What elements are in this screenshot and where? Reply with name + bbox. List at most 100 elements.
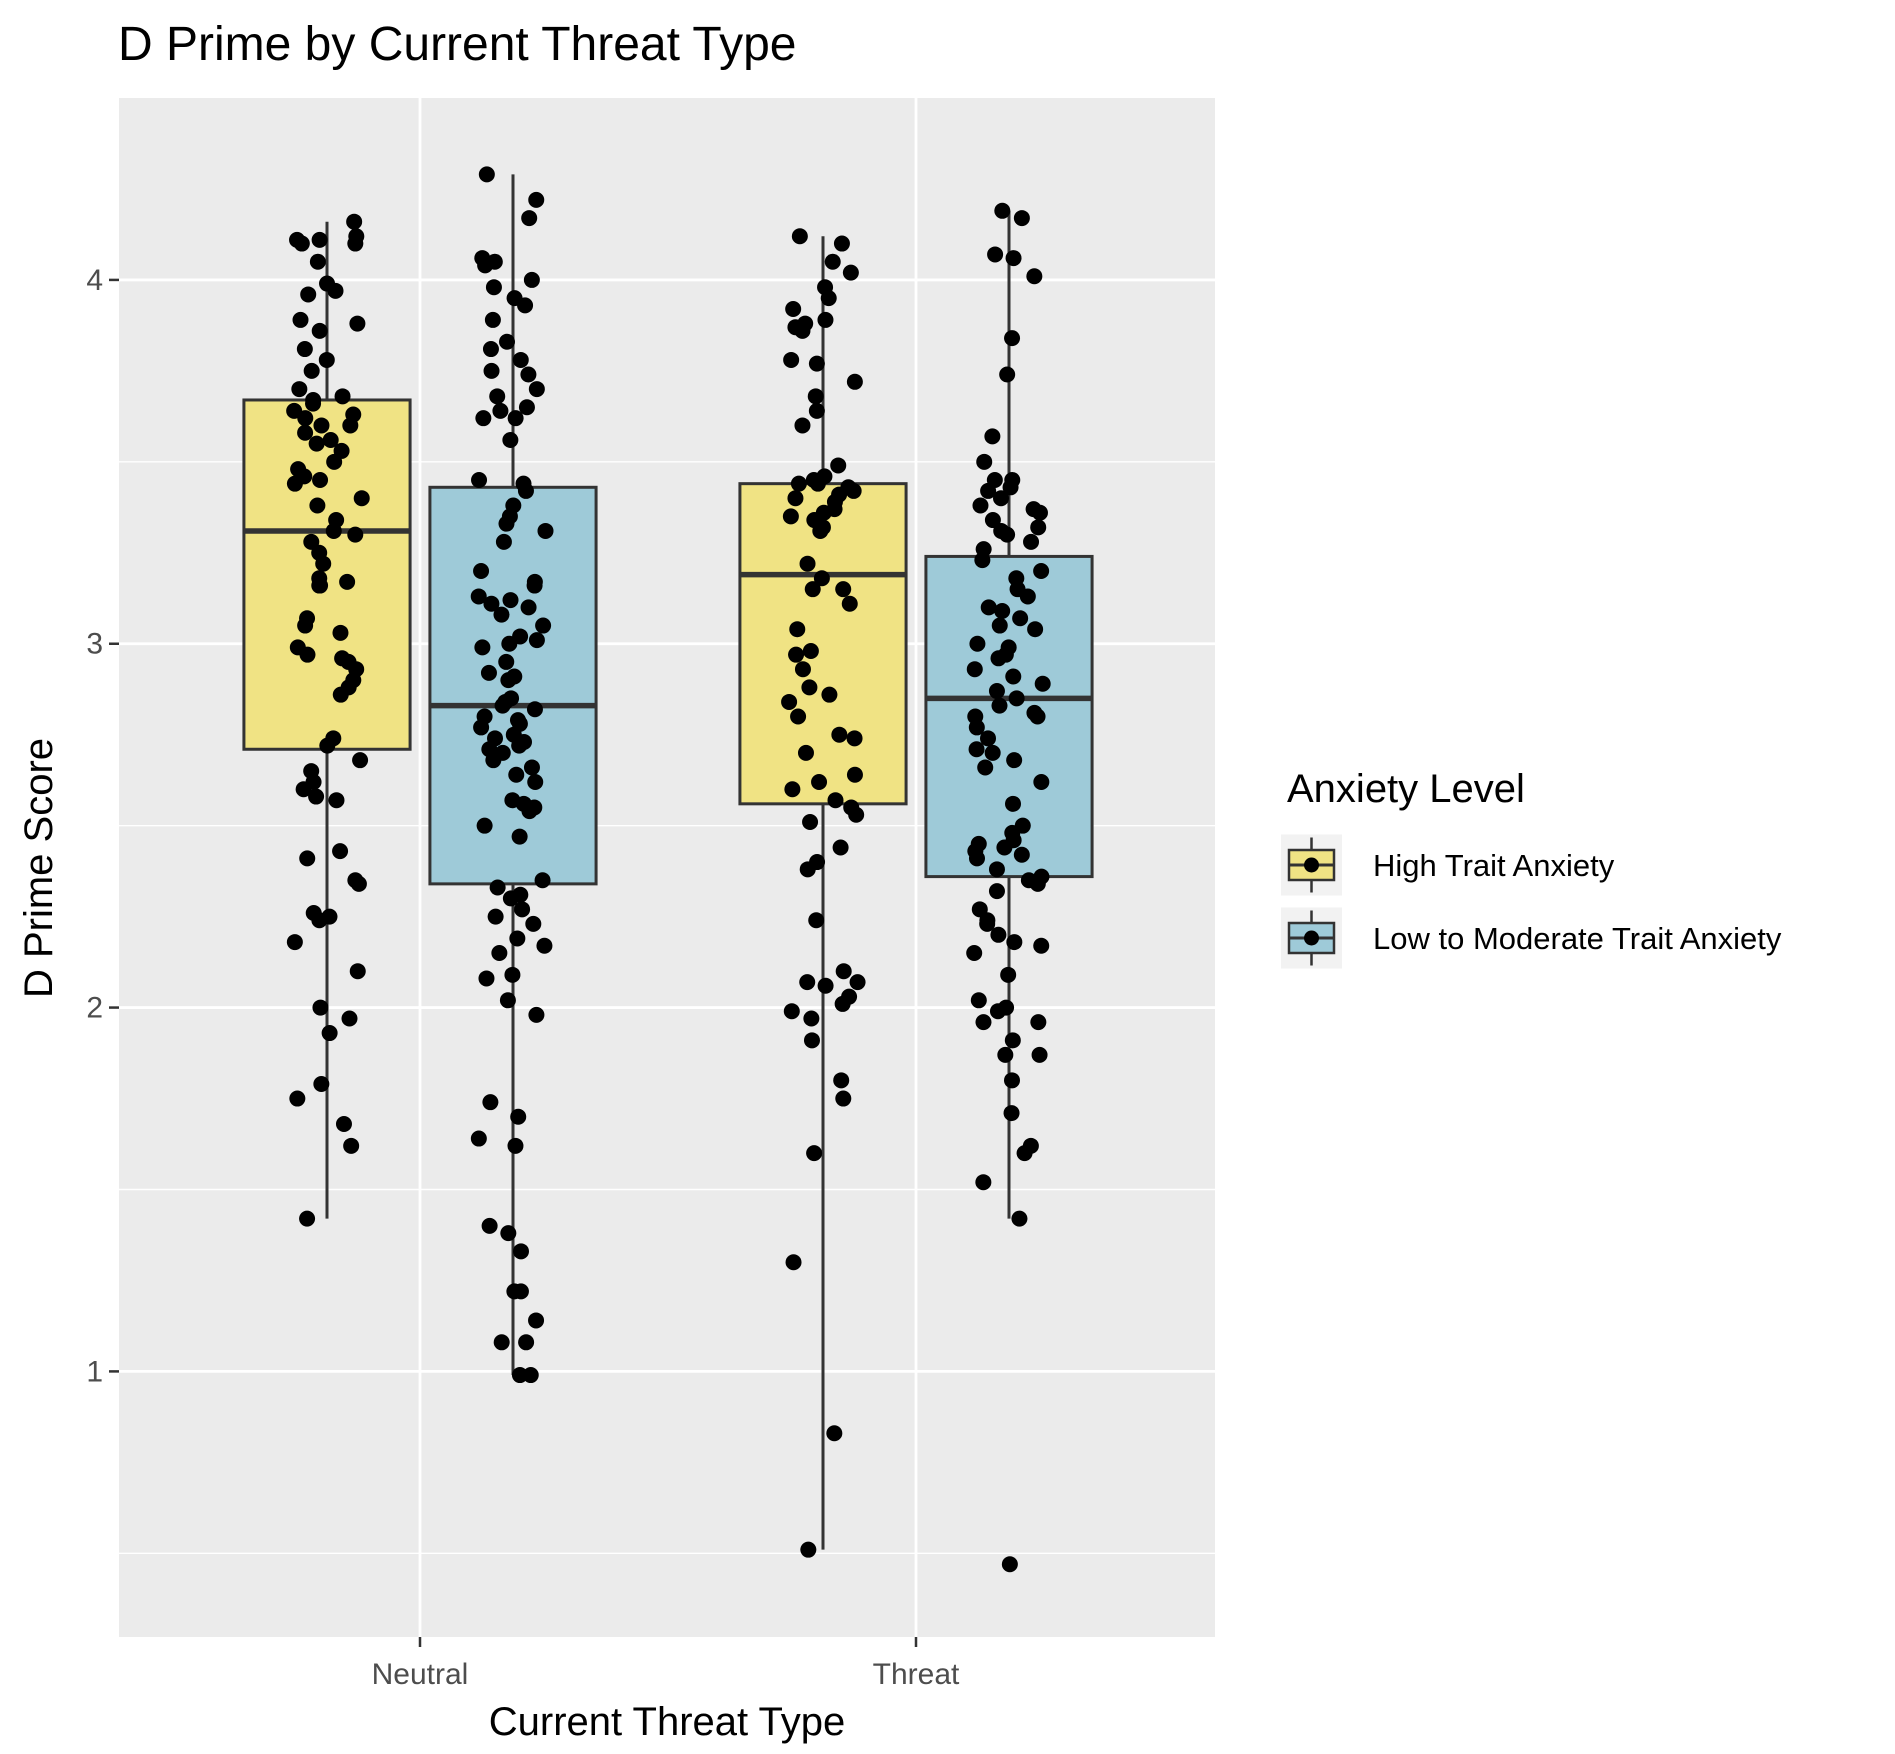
data-point (846, 373, 863, 390)
data-point (493, 1334, 510, 1351)
data-point (817, 977, 834, 994)
data-point (834, 995, 851, 1012)
data-point (313, 1075, 330, 1092)
data-point (804, 581, 821, 598)
data-point (835, 581, 852, 598)
data-point (286, 475, 303, 492)
data-point (292, 311, 309, 328)
data-point (841, 595, 858, 612)
data-point (807, 388, 824, 405)
data-point (1019, 588, 1036, 605)
data-point (1006, 934, 1023, 951)
data-point (1001, 1556, 1018, 1573)
data-point (315, 555, 332, 572)
data-point (1002, 479, 1019, 496)
data-point (799, 974, 816, 991)
data-point (347, 235, 364, 252)
data-point (984, 512, 1001, 529)
data-point (297, 617, 314, 634)
data-point (1012, 610, 1029, 627)
data-point (802, 643, 819, 660)
data-point (471, 472, 488, 489)
data-point (1000, 966, 1017, 983)
data-points (286, 166, 1051, 1573)
data-point (309, 497, 326, 514)
data-point (976, 453, 993, 470)
data-point (980, 599, 997, 616)
legend: Anxiety Level High Trait Anxiety Low to M… (1281, 767, 1782, 969)
data-point (966, 945, 983, 961)
data-point (526, 701, 543, 718)
data-point (803, 1010, 820, 1027)
data-point (305, 395, 322, 412)
data-point (473, 719, 490, 736)
data-point (849, 974, 866, 991)
data-point (484, 311, 501, 328)
data-point (534, 872, 551, 889)
data-point (495, 533, 512, 550)
data-point (506, 1283, 523, 1300)
legend-key-high (1281, 834, 1342, 896)
data-point (1006, 752, 1023, 769)
data-point (339, 573, 356, 590)
data-point (972, 497, 989, 514)
data-point (991, 697, 1008, 714)
data-point (1003, 1072, 1020, 1089)
data-point (845, 482, 862, 499)
data-point (295, 781, 312, 798)
data-point (326, 453, 343, 470)
data-point (509, 930, 526, 947)
data-point (520, 599, 537, 616)
data-point (977, 759, 994, 776)
data-point (325, 522, 342, 539)
data-point (987, 246, 1004, 263)
data-point (346, 213, 363, 230)
data-point (968, 719, 985, 736)
data-point (518, 399, 535, 416)
data-point (969, 635, 986, 652)
data-point (979, 915, 996, 932)
data-point (353, 490, 370, 507)
data-point (990, 926, 1007, 943)
data-point (1004, 330, 1021, 347)
data-point (831, 726, 848, 743)
data-point (527, 774, 544, 790)
box-neutral-high (242, 221, 412, 1219)
data-point (343, 1137, 360, 1154)
data-point (846, 730, 863, 747)
data-point (341, 1010, 358, 1027)
data-point (781, 693, 798, 710)
data-point (1029, 708, 1046, 725)
data-point (790, 708, 807, 725)
data-point (806, 1145, 823, 1162)
data-point (299, 1210, 316, 1227)
data-point (499, 992, 516, 1009)
data-point (783, 1003, 800, 1020)
data-point (1031, 1046, 1048, 1063)
data-point (988, 683, 1005, 700)
data-point (528, 1312, 545, 1329)
data-point (514, 901, 531, 918)
data-point (334, 388, 351, 405)
data-point (328, 792, 345, 809)
data-point (311, 322, 328, 339)
data-point (803, 1032, 820, 1049)
data-point (521, 210, 538, 227)
data-point (528, 191, 545, 208)
data-point (820, 290, 837, 307)
data-point (813, 570, 830, 587)
data-point (510, 1108, 527, 1125)
data-point (785, 1254, 802, 1271)
data-point (494, 697, 511, 714)
data-point (286, 934, 303, 951)
data-point (974, 552, 991, 569)
data-point (800, 1541, 817, 1558)
data-point (1026, 268, 1043, 285)
data-point (500, 1225, 517, 1242)
data-point (523, 271, 540, 288)
data-point (507, 1137, 524, 1154)
data-point (526, 577, 543, 594)
data-point (498, 653, 515, 670)
data-point (297, 424, 314, 441)
y-tick-label: 2 (86, 992, 103, 1025)
